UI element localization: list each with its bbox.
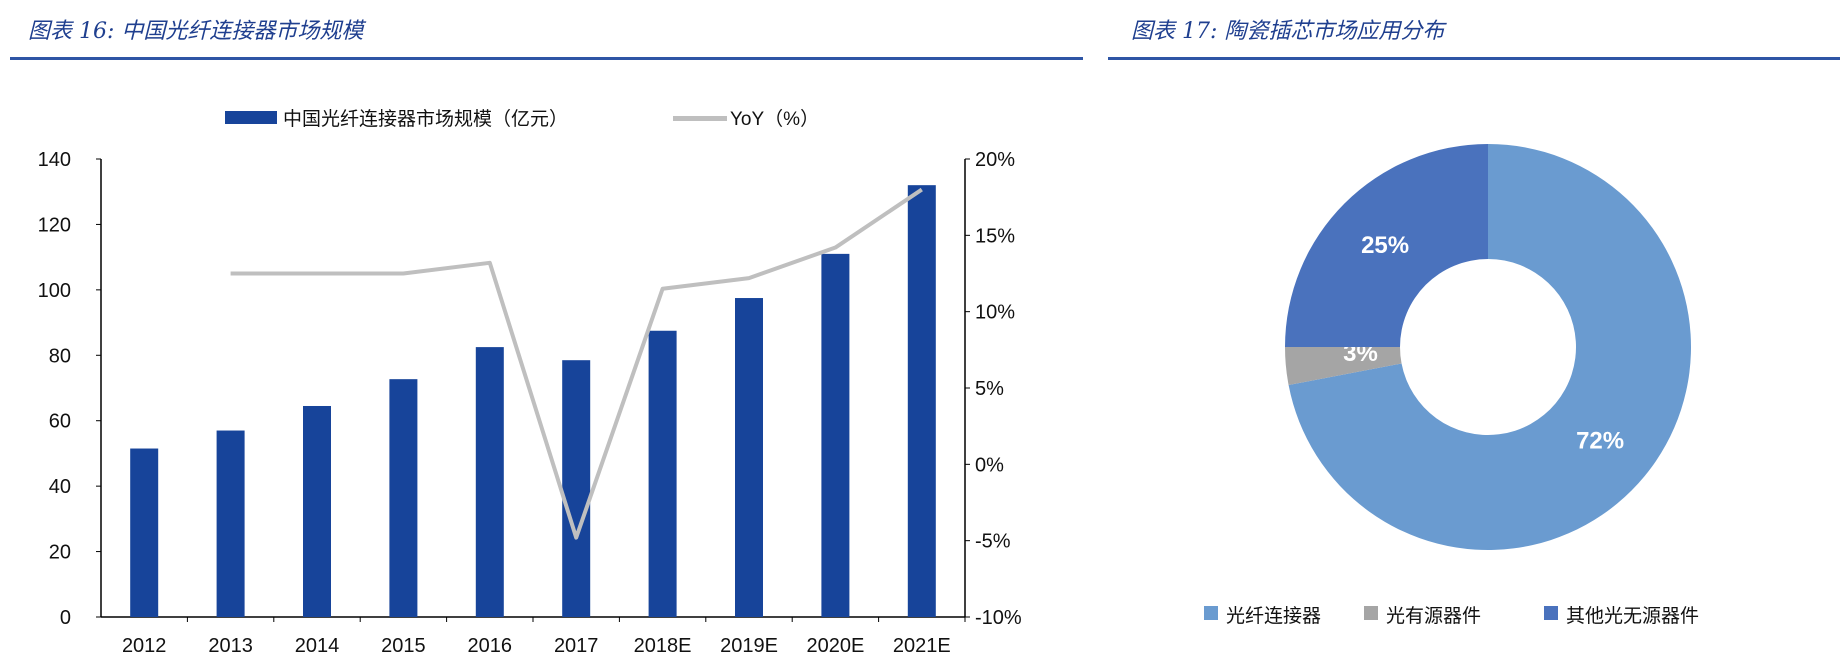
y-tick-label: 120 — [38, 214, 71, 236]
data-label: 25% — [1361, 232, 1409, 259]
chart16-title-rule — [10, 57, 1083, 60]
legend-label: 光有源器件 — [1386, 605, 1481, 627]
y-tick-label: 20 — [49, 542, 71, 564]
x-tick-label: 2019E — [720, 635, 778, 657]
legend-label-bar: 中国光纤连接器市场规模（亿元） — [283, 108, 568, 130]
data-label: 72% — [1576, 428, 1624, 455]
legend-label-line: YoY（%） — [730, 108, 819, 130]
slice-1 — [1285, 347, 1402, 386]
bar-2016 — [475, 347, 504, 617]
y-tick-label: 100 — [38, 280, 71, 302]
x-tick-label: 2021E — [893, 635, 951, 657]
y2-tick-label: -5% — [975, 531, 1011, 553]
legend-swatch — [1204, 606, 1218, 620]
y2-tick-label: 10% — [975, 302, 1015, 324]
legend-label: 其他光无源器件 — [1566, 605, 1699, 627]
legend-swatch-line — [673, 116, 727, 121]
bar-2018E — [648, 330, 677, 617]
bar-2013 — [216, 430, 245, 617]
slice-0 — [1288, 144, 1691, 550]
legend-label: 光纤连接器 — [1226, 605, 1321, 627]
donut-chart: 72%3%25% — [1285, 144, 1691, 550]
legend-swatch — [1544, 606, 1558, 620]
x-tick-label: 2012 — [122, 635, 167, 657]
bar-2014 — [303, 405, 331, 617]
bar-2021E — [907, 185, 936, 617]
chart17-title: 图表 17: 陶瓷插芯市场应用分布 — [1131, 19, 1447, 44]
y2-tick-label: 20% — [975, 149, 1015, 171]
chart17-title-rule — [1108, 57, 1840, 60]
x-tick-label: 2018E — [634, 635, 692, 657]
legend-swatch — [1364, 606, 1378, 620]
x-tick-label: 2013 — [208, 635, 253, 657]
y2-tick-label: 5% — [975, 378, 1004, 400]
bar-2019E — [735, 298, 763, 617]
bar-2020E — [821, 253, 850, 617]
bar-2017 — [562, 360, 591, 617]
y2-tick-label: 15% — [975, 225, 1015, 247]
y-tick-label: 140 — [38, 149, 71, 171]
chart16-title: 图表 16: 中国光纤连接器市场规模 — [28, 19, 366, 44]
y-tick-label: 60 — [49, 411, 71, 433]
donut-legend: 光纤连接器 光有源器件 其他光无源器件 — [1204, 605, 1699, 627]
x-tick-label: 2015 — [381, 635, 426, 657]
bar-line-chart: 0 20 40 60 80 100 120 140 -10% -5% 0% 5% 10% 15% 20% 20… — [38, 149, 1022, 657]
y-tick-label: 80 — [49, 345, 71, 367]
x-tick-label: 2016 — [468, 635, 513, 657]
y2-tick-label: -10% — [975, 607, 1022, 629]
y-tick-label: 40 — [49, 476, 71, 498]
x-tick-label: 2014 — [295, 635, 340, 657]
x-tick-label: 2017 — [554, 635, 599, 657]
bar-2015 — [389, 379, 418, 617]
x-tick-label: 2020E — [806, 635, 864, 657]
bar-2012 — [130, 448, 159, 617]
y2-tick-label: 0% — [975, 454, 1004, 476]
slice-2 — [1285, 144, 1488, 347]
legend-swatch-bar — [225, 111, 277, 124]
y-tick-label: 0 — [60, 607, 71, 629]
